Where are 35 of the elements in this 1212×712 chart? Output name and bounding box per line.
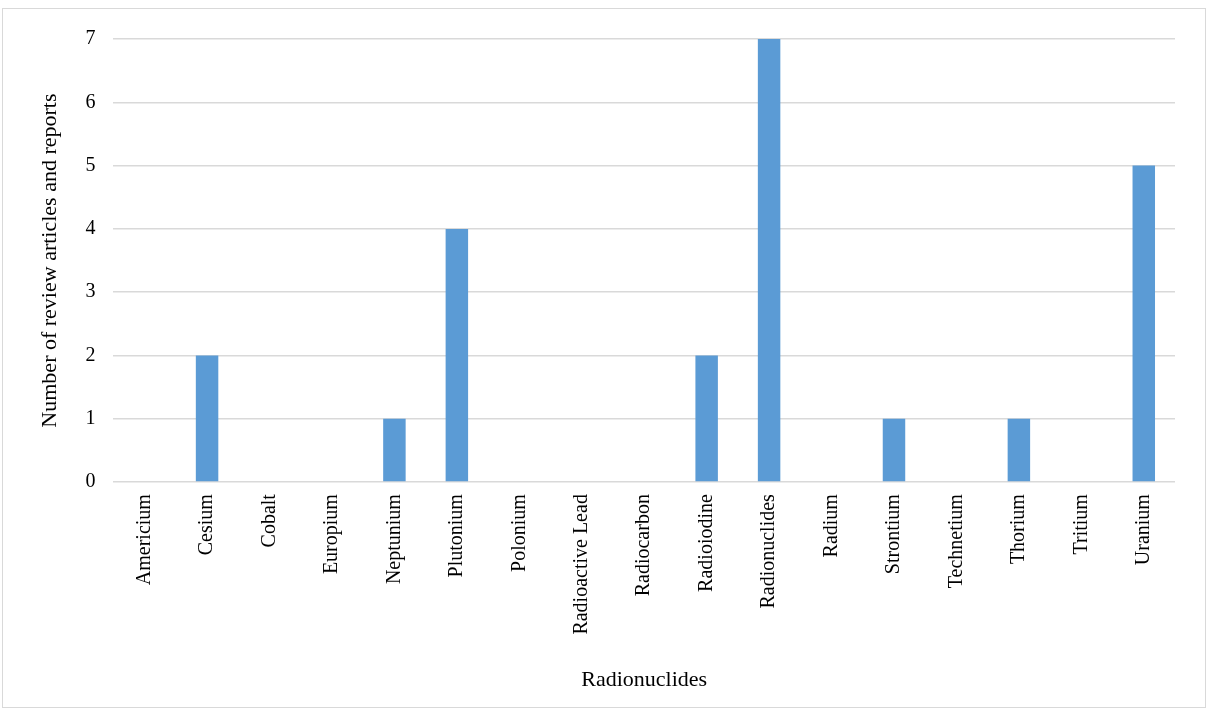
- y-tick-label: 0: [85, 469, 96, 492]
- x-tick-label: Radionuclides: [756, 493, 779, 609]
- x-axis-title: Radionuclides: [581, 665, 708, 691]
- x-tick-label: Europium: [319, 493, 343, 575]
- x-tick-label: Tritium: [1068, 493, 1091, 555]
- x-tick-label: Radiocarbon: [631, 494, 654, 597]
- x-tick-label: Uranium: [1131, 493, 1154, 566]
- x-tick-label: Cobalt: [256, 493, 279, 548]
- x-tick-label: Polonium: [506, 493, 529, 572]
- bar: [1132, 165, 1156, 482]
- x-tick-label: Neptunium: [381, 493, 405, 585]
- bar: [383, 418, 406, 482]
- y-tick-label: 7: [85, 26, 96, 49]
- y-tick-label: 6: [85, 89, 96, 112]
- x-tick-label: Radium: [818, 493, 841, 558]
- bar: [757, 39, 781, 482]
- bar: [195, 355, 219, 482]
- bar: [445, 228, 469, 482]
- y-tick-label: 1: [85, 406, 96, 429]
- y-axis-title: Number of review articles and reports: [35, 93, 61, 428]
- x-tick-label: Plutonium: [444, 493, 467, 578]
- y-tick-label: 2: [85, 342, 96, 365]
- y-tick-label: 5: [85, 152, 96, 175]
- bar: [695, 355, 718, 482]
- x-tick-label: Technetium: [943, 493, 966, 589]
- bar: [882, 418, 906, 482]
- x-tick-label: Thorium: [1006, 493, 1029, 565]
- x-tick-label: Radioiodine: [693, 493, 716, 592]
- x-tick-label: Radioactive Lead: [569, 494, 591, 635]
- y-tick-label: 3: [85, 279, 96, 302]
- x-tick-label: Americium: [131, 493, 154, 586]
- x-tick-label: Strontium: [881, 493, 904, 575]
- x-tick-label: Cesium: [194, 493, 217, 556]
- y-tick-label: 4: [85, 216, 96, 239]
- bar: [1007, 418, 1031, 482]
